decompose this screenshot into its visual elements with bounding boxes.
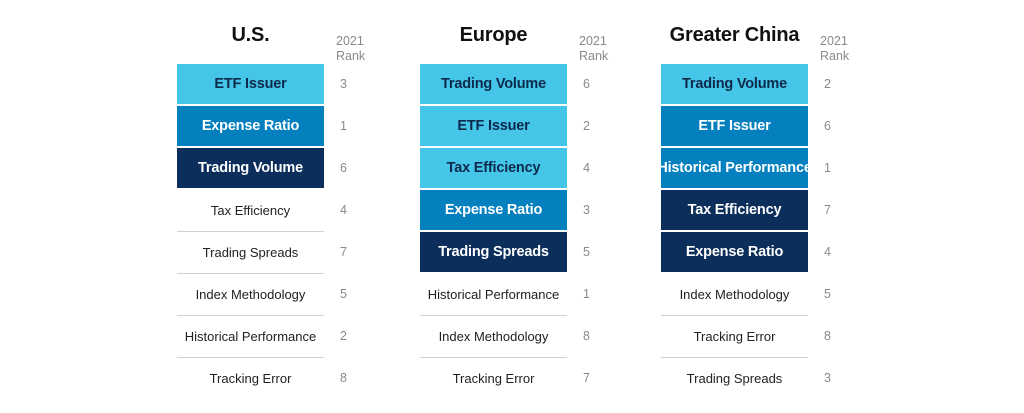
factor-label: ETF Issuer [661, 106, 808, 146]
factor-label: Trading Spreads [686, 371, 783, 386]
factor-row: Trading Spreads 3 [661, 358, 861, 400]
factor-row: Historical Performance 1 [420, 274, 620, 316]
factor-row: Tax Efficiency 4 [420, 148, 620, 190]
factor-rank: 5 [824, 287, 831, 301]
region-europe: Europe 2021 Rank Trading Volume 6 ETF Issu… [420, 0, 620, 413]
factor-label: Tax Efficiency [420, 148, 567, 188]
factor-rank: 2 [824, 77, 831, 91]
factor-row: Trading Volume 6 [420, 64, 620, 106]
factor-label: Expense Ratio [420, 190, 567, 230]
factor-rank: 3 [824, 371, 831, 385]
factor-row: Index Methodology 5 [177, 274, 377, 316]
rank-header-label: Rank [579, 49, 609, 63]
factor-label: Expense Ratio [177, 106, 324, 146]
factor-rank: 7 [583, 371, 590, 385]
factor-label: Trading Volume [420, 64, 567, 104]
factor-row: ETF Issuer 2 [420, 106, 620, 148]
factor-rank: 1 [340, 119, 347, 133]
factor-row: Trading Spreads 7 [177, 232, 377, 274]
factor-label: Index Methodology [177, 274, 324, 316]
rank-header-year: 2021 [336, 34, 364, 48]
factor-row: Expense Ratio 3 [420, 190, 620, 232]
factor-label: Index Methodology [661, 274, 808, 316]
factor-label: Tax Efficiency [661, 190, 808, 230]
factor-label: Historical Performance [420, 274, 567, 316]
factor-rank: 2 [340, 329, 347, 343]
factor-row: Trading Spreads 5 [420, 232, 620, 274]
factor-rank: 1 [583, 287, 590, 301]
factor-row: Historical Performance 1 [657, 148, 861, 190]
factor-label: Historical Performance [177, 316, 324, 358]
factor-label: Tracking Error [661, 316, 808, 358]
factor-rank: 5 [340, 287, 347, 301]
factor-row: Tracking Error 8 [177, 358, 377, 400]
factor-label: Trading Volume [177, 148, 324, 188]
region-title: Europe [459, 24, 528, 46]
factor-rank: 4 [583, 161, 590, 175]
rank-header: 2021 Rank [579, 34, 608, 64]
factor-label: ETF Issuer [177, 64, 324, 104]
region-us: U.S. 2021 Rank ETF Issuer 3 Expense Ratio 1… [177, 0, 377, 413]
factor-row: Index Methodology 5 [661, 274, 861, 316]
factor-label: Tracking Error [209, 371, 292, 386]
factor-label: Tax Efficiency [177, 190, 324, 232]
factor-row: Trading Volume 6 [177, 148, 377, 190]
factor-label: ETF Issuer [420, 106, 567, 146]
factor-label: Tracking Error [452, 371, 535, 386]
rank-header-year: 2021 [820, 34, 848, 48]
factor-rank: 1 [824, 161, 831, 175]
region-title: U.S. [231, 24, 270, 46]
factor-row: ETF Issuer 3 [177, 64, 377, 106]
factor-row: Tracking Error 7 [420, 358, 620, 400]
factor-row: Tax Efficiency 4 [177, 190, 377, 232]
rank-header-label: Rank [820, 49, 850, 63]
factor-rank: 2 [583, 119, 590, 133]
factor-rank: 6 [340, 161, 347, 175]
factor-row: ETF Issuer 6 [661, 106, 861, 148]
factor-row: Trading Volume 2 [661, 64, 861, 106]
factor-rank: 7 [340, 245, 347, 259]
factor-rank: 3 [583, 203, 590, 217]
factor-rank: 3 [340, 77, 347, 91]
factor-label: Trading Spreads [177, 232, 324, 274]
rank-header: 2021 Rank [336, 34, 365, 64]
factor-rank: 6 [824, 119, 831, 133]
factor-row: Expense Ratio 1 [177, 106, 377, 148]
region-greater-china: Greater China 2021 Rank Trading Volume 2 E… [657, 0, 861, 413]
factor-rank: 8 [340, 371, 347, 385]
factor-rank: 6 [583, 77, 590, 91]
factor-row: Tax Efficiency 7 [661, 190, 861, 232]
factor-label: Trading Volume [661, 64, 808, 104]
factor-rank: 4 [340, 203, 347, 217]
factor-row: Expense Ratio 4 [661, 232, 861, 274]
factor-label: Expense Ratio [661, 232, 808, 272]
factor-rank: 8 [583, 329, 590, 343]
factor-rank: 8 [824, 329, 831, 343]
factor-row: Tracking Error 8 [661, 316, 861, 358]
factor-rank: 7 [824, 203, 831, 217]
rank-header-year: 2021 [579, 34, 607, 48]
region-title: Greater China [669, 24, 800, 46]
factor-label: Index Methodology [420, 316, 567, 358]
factor-label: Historical Performance [657, 148, 812, 188]
factor-label: Trading Spreads [420, 232, 567, 272]
rank-header: 2021 Rank [820, 34, 849, 64]
factor-row: Historical Performance 2 [177, 316, 377, 358]
factor-rank: 5 [583, 245, 590, 259]
factor-rank: 4 [824, 245, 831, 259]
rank-header-label: Rank [336, 49, 366, 63]
factor-row: Index Methodology 8 [420, 316, 620, 358]
